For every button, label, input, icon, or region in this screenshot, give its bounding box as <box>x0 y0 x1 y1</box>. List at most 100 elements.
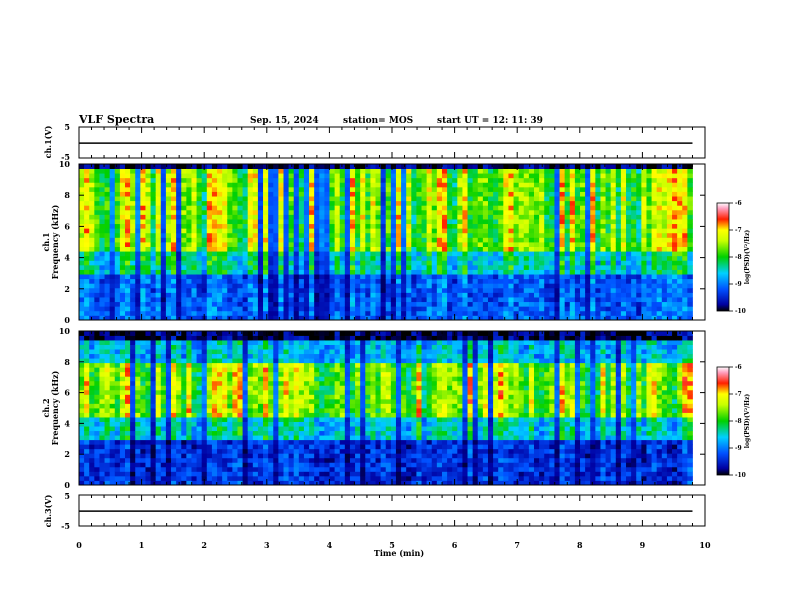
spectrogram-cell <box>202 363 208 368</box>
spectrogram-cell <box>191 372 197 377</box>
spectrogram-cell <box>427 247 433 252</box>
spectrogram-cell <box>89 288 95 293</box>
spectrogram-cell <box>370 178 376 183</box>
spectrogram-cell <box>401 242 407 247</box>
spectrogram-cell <box>299 201 305 206</box>
spectrogram-cell <box>646 233 652 238</box>
spectrogram-cell <box>314 283 320 288</box>
spectrogram-cell <box>468 292 474 297</box>
spectrogram-cell <box>386 187 392 192</box>
spectrogram-cell <box>299 164 305 169</box>
spectrogram-cell <box>304 237 310 242</box>
spectrogram-cell <box>176 187 182 192</box>
spectrogram-cell <box>575 288 581 293</box>
spectrogram-cell <box>427 265 433 270</box>
spectrogram-cell <box>237 256 243 261</box>
spectrogram-cell <box>135 292 141 297</box>
spectrogram-cell <box>462 265 468 270</box>
spectrogram-cell <box>222 224 228 229</box>
spectrogram-cell <box>595 279 601 284</box>
spectrogram-cell <box>140 178 146 183</box>
spectrogram-cell <box>621 306 627 311</box>
spectrogram-cell <box>606 196 612 201</box>
spectrogram-cell <box>186 399 192 404</box>
spectrogram-cell <box>125 345 131 350</box>
spectrogram-cell <box>186 164 192 169</box>
spectrogram-cell <box>171 349 177 354</box>
spectrogram-cell <box>488 279 494 284</box>
spectrogram-cell <box>212 196 218 201</box>
spectrogram-cell <box>376 210 382 215</box>
spectrogram-cell <box>570 169 576 174</box>
spectrogram-cell <box>560 265 566 270</box>
spectrogram-cell <box>330 182 336 187</box>
spectrogram-cell <box>99 169 105 174</box>
spectrogram-cell <box>273 251 279 256</box>
spectrogram-cell <box>319 210 325 215</box>
spectrogram-cell <box>248 210 254 215</box>
spectrogram-cell <box>191 187 197 192</box>
spectrogram-cell <box>202 440 208 445</box>
spectrogram-cell <box>120 476 126 481</box>
spectrogram-cell <box>319 302 325 307</box>
spectrogram-cell <box>176 336 182 341</box>
spectrogram-cell <box>314 192 320 197</box>
spectrogram-cell <box>462 292 468 297</box>
spectrogram-cell <box>447 302 453 307</box>
spectrogram-cell <box>560 306 566 311</box>
spectrogram-cell <box>161 467 167 472</box>
spectrogram-cell <box>422 187 428 192</box>
spectrogram-cell <box>646 214 652 219</box>
spectrogram-cell <box>473 224 479 229</box>
spectrogram-cell <box>554 247 560 252</box>
spectrogram-cell <box>457 256 463 261</box>
spectrogram-cell <box>478 270 484 275</box>
spectrogram-cell <box>89 228 95 233</box>
spectrogram-cell <box>335 187 341 192</box>
spectrogram-cell <box>79 210 85 215</box>
spectrogram-cell <box>110 422 116 427</box>
spectrogram-cell <box>273 169 279 174</box>
spectrogram-cell <box>294 192 300 197</box>
spectrogram-cell <box>89 435 95 440</box>
spectrogram-cell <box>151 345 157 350</box>
spectrogram-cell <box>222 169 228 174</box>
spectrogram-cell <box>156 462 162 467</box>
spectrogram-cell <box>191 169 197 174</box>
spectrogram-cell <box>345 182 351 187</box>
spectrogram-cell <box>145 449 151 454</box>
spectrogram-cell <box>151 426 157 431</box>
spectrogram-cell <box>99 242 105 247</box>
spectrogram-cell <box>335 178 341 183</box>
spectrogram-cell <box>447 196 453 201</box>
spectrogram-cell <box>99 251 105 256</box>
spectrogram-cell <box>140 270 146 275</box>
spectrogram-cell <box>662 169 668 174</box>
spectrogram-cell <box>606 187 612 192</box>
spectrogram-cell <box>539 182 545 187</box>
spectrogram-cell <box>125 233 131 238</box>
spectrogram-cell <box>232 182 238 187</box>
spectrogram-cell <box>355 169 361 174</box>
spectrogram-cell <box>682 201 688 206</box>
spectrogram-cell <box>442 196 448 201</box>
spectrogram-cell <box>626 256 632 261</box>
spectrogram-cell <box>554 270 560 275</box>
spectrogram-cell <box>508 256 514 261</box>
spectrogram-cell <box>432 302 438 307</box>
spectrogram-cell <box>529 270 535 275</box>
spectrogram-cell <box>646 270 652 275</box>
spectrogram-cell <box>657 224 663 229</box>
spectrogram-cell <box>687 224 693 229</box>
spectrogram-cell <box>263 210 269 215</box>
spectrogram-cell <box>616 237 622 242</box>
spectrogram-cell <box>503 164 509 169</box>
spectrogram-cell <box>662 247 668 252</box>
spectrogram-cell <box>682 196 688 201</box>
spectrogram-cell <box>519 274 525 279</box>
spectrogram-cell <box>125 354 131 359</box>
spectrogram-cell <box>595 265 601 270</box>
spectrogram-cell <box>140 417 146 422</box>
spectrogram-cell <box>135 426 141 431</box>
spectrogram-cell <box>176 302 182 307</box>
